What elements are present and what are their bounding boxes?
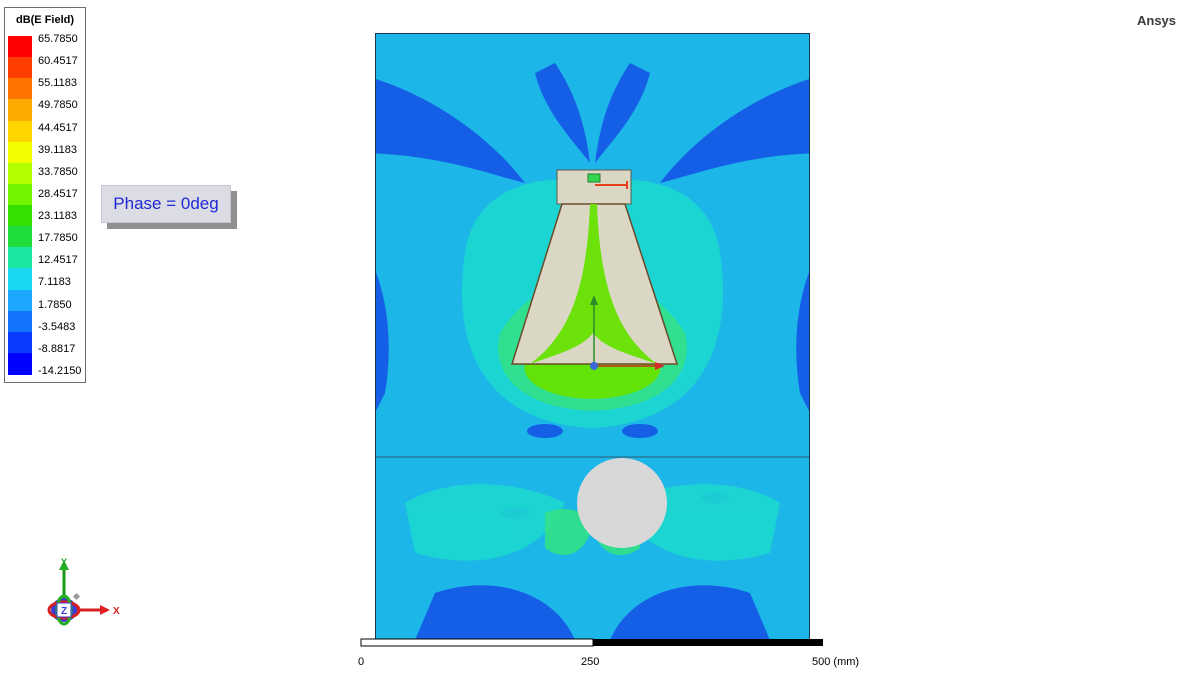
legend-level-label: 60.4517: [38, 55, 78, 68]
local-origin-icon: [590, 362, 598, 370]
triad-x-arrow-icon: [100, 605, 110, 615]
scale-bar-white-segment: [360, 638, 594, 647]
scale-bar: [360, 638, 823, 647]
legend-swatch: [8, 162, 32, 185]
legend-swatch: [8, 352, 32, 375]
triad-handle-icon: [72, 592, 81, 601]
legend-swatch: [8, 183, 32, 206]
legend-swatch: [8, 120, 32, 143]
legend-level-label: 1.7850: [38, 298, 72, 311]
legend-title: dB(E Field): [15, 14, 75, 26]
legend-level-label: 23.1183: [38, 210, 77, 223]
legend-swatch: [8, 57, 32, 79]
legend-swatch: [8, 36, 32, 58]
legend-swatch: [8, 268, 32, 290]
phase-annotation[interactable]: Phase = 0deg: [101, 185, 231, 223]
scale-bar-black-segment: [593, 639, 823, 646]
legend-level-label: 39.1183: [38, 143, 77, 156]
scale-tick-250: 250: [581, 656, 600, 668]
legend-level-label: 65.7850: [38, 33, 78, 45]
triad-z-label: Z: [61, 606, 67, 617]
triad-y-arrow-icon: [59, 560, 69, 570]
legend-level-label: 49.7850: [38, 99, 78, 112]
legend-swatch: [8, 289, 32, 312]
phase-label: Phase = 0deg: [113, 194, 219, 213]
dielectric-cylinder: [577, 458, 667, 548]
triad-y-label: Y: [61, 557, 67, 567]
antenna-feed-port: [587, 173, 601, 183]
triad-x-ring: [47, 600, 81, 620]
field-legend: dB(E Field) 65.7850 60.4517 55.1183 49.7850…: [4, 7, 86, 383]
legend-level-label: -3.5483: [38, 320, 76, 333]
legend-swatch: [8, 331, 32, 354]
legend-swatch: [8, 141, 32, 164]
local-y-arrow-icon: [590, 295, 598, 305]
axes-triad[interactable]: Z Y X: [40, 554, 130, 634]
triad-z-box: [56, 602, 72, 618]
field-low-regions: [375, 63, 810, 640]
legend-swatch: [8, 78, 32, 100]
scale-tick-0: 0: [358, 656, 365, 668]
legend-level-label: 12.4517: [38, 254, 78, 267]
legend-color-bar: [8, 36, 32, 375]
antenna-feed-block: [556, 169, 632, 205]
scale-tick-500: 500 (mm): [812, 656, 860, 668]
field-plot[interactable]: [375, 33, 810, 640]
legend-swatch: [8, 226, 32, 248]
antenna-slot: [530, 204, 657, 364]
legend-swatch: [8, 99, 32, 121]
legend-swatch: [8, 310, 32, 333]
local-x-arrow-icon: [655, 362, 665, 370]
legend-level-label: 28.4517: [38, 187, 78, 200]
legend-level-label: 17.7850: [38, 232, 78, 245]
legend-level-label: -14.2150: [38, 365, 82, 377]
brand-logo: Ansys: [1137, 13, 1177, 28]
legend-level-label: -8.8817: [38, 342, 76, 355]
legend-level-label: 55.1183: [38, 77, 77, 90]
legend-swatch: [8, 205, 32, 227]
triad-x-label: X: [113, 606, 120, 617]
legend-level-label: 33.7850: [38, 165, 78, 178]
legend-level-label: 44.4517: [38, 121, 78, 134]
legend-swatch: [8, 247, 32, 269]
legend-level-label: 7.1183: [38, 276, 71, 289]
